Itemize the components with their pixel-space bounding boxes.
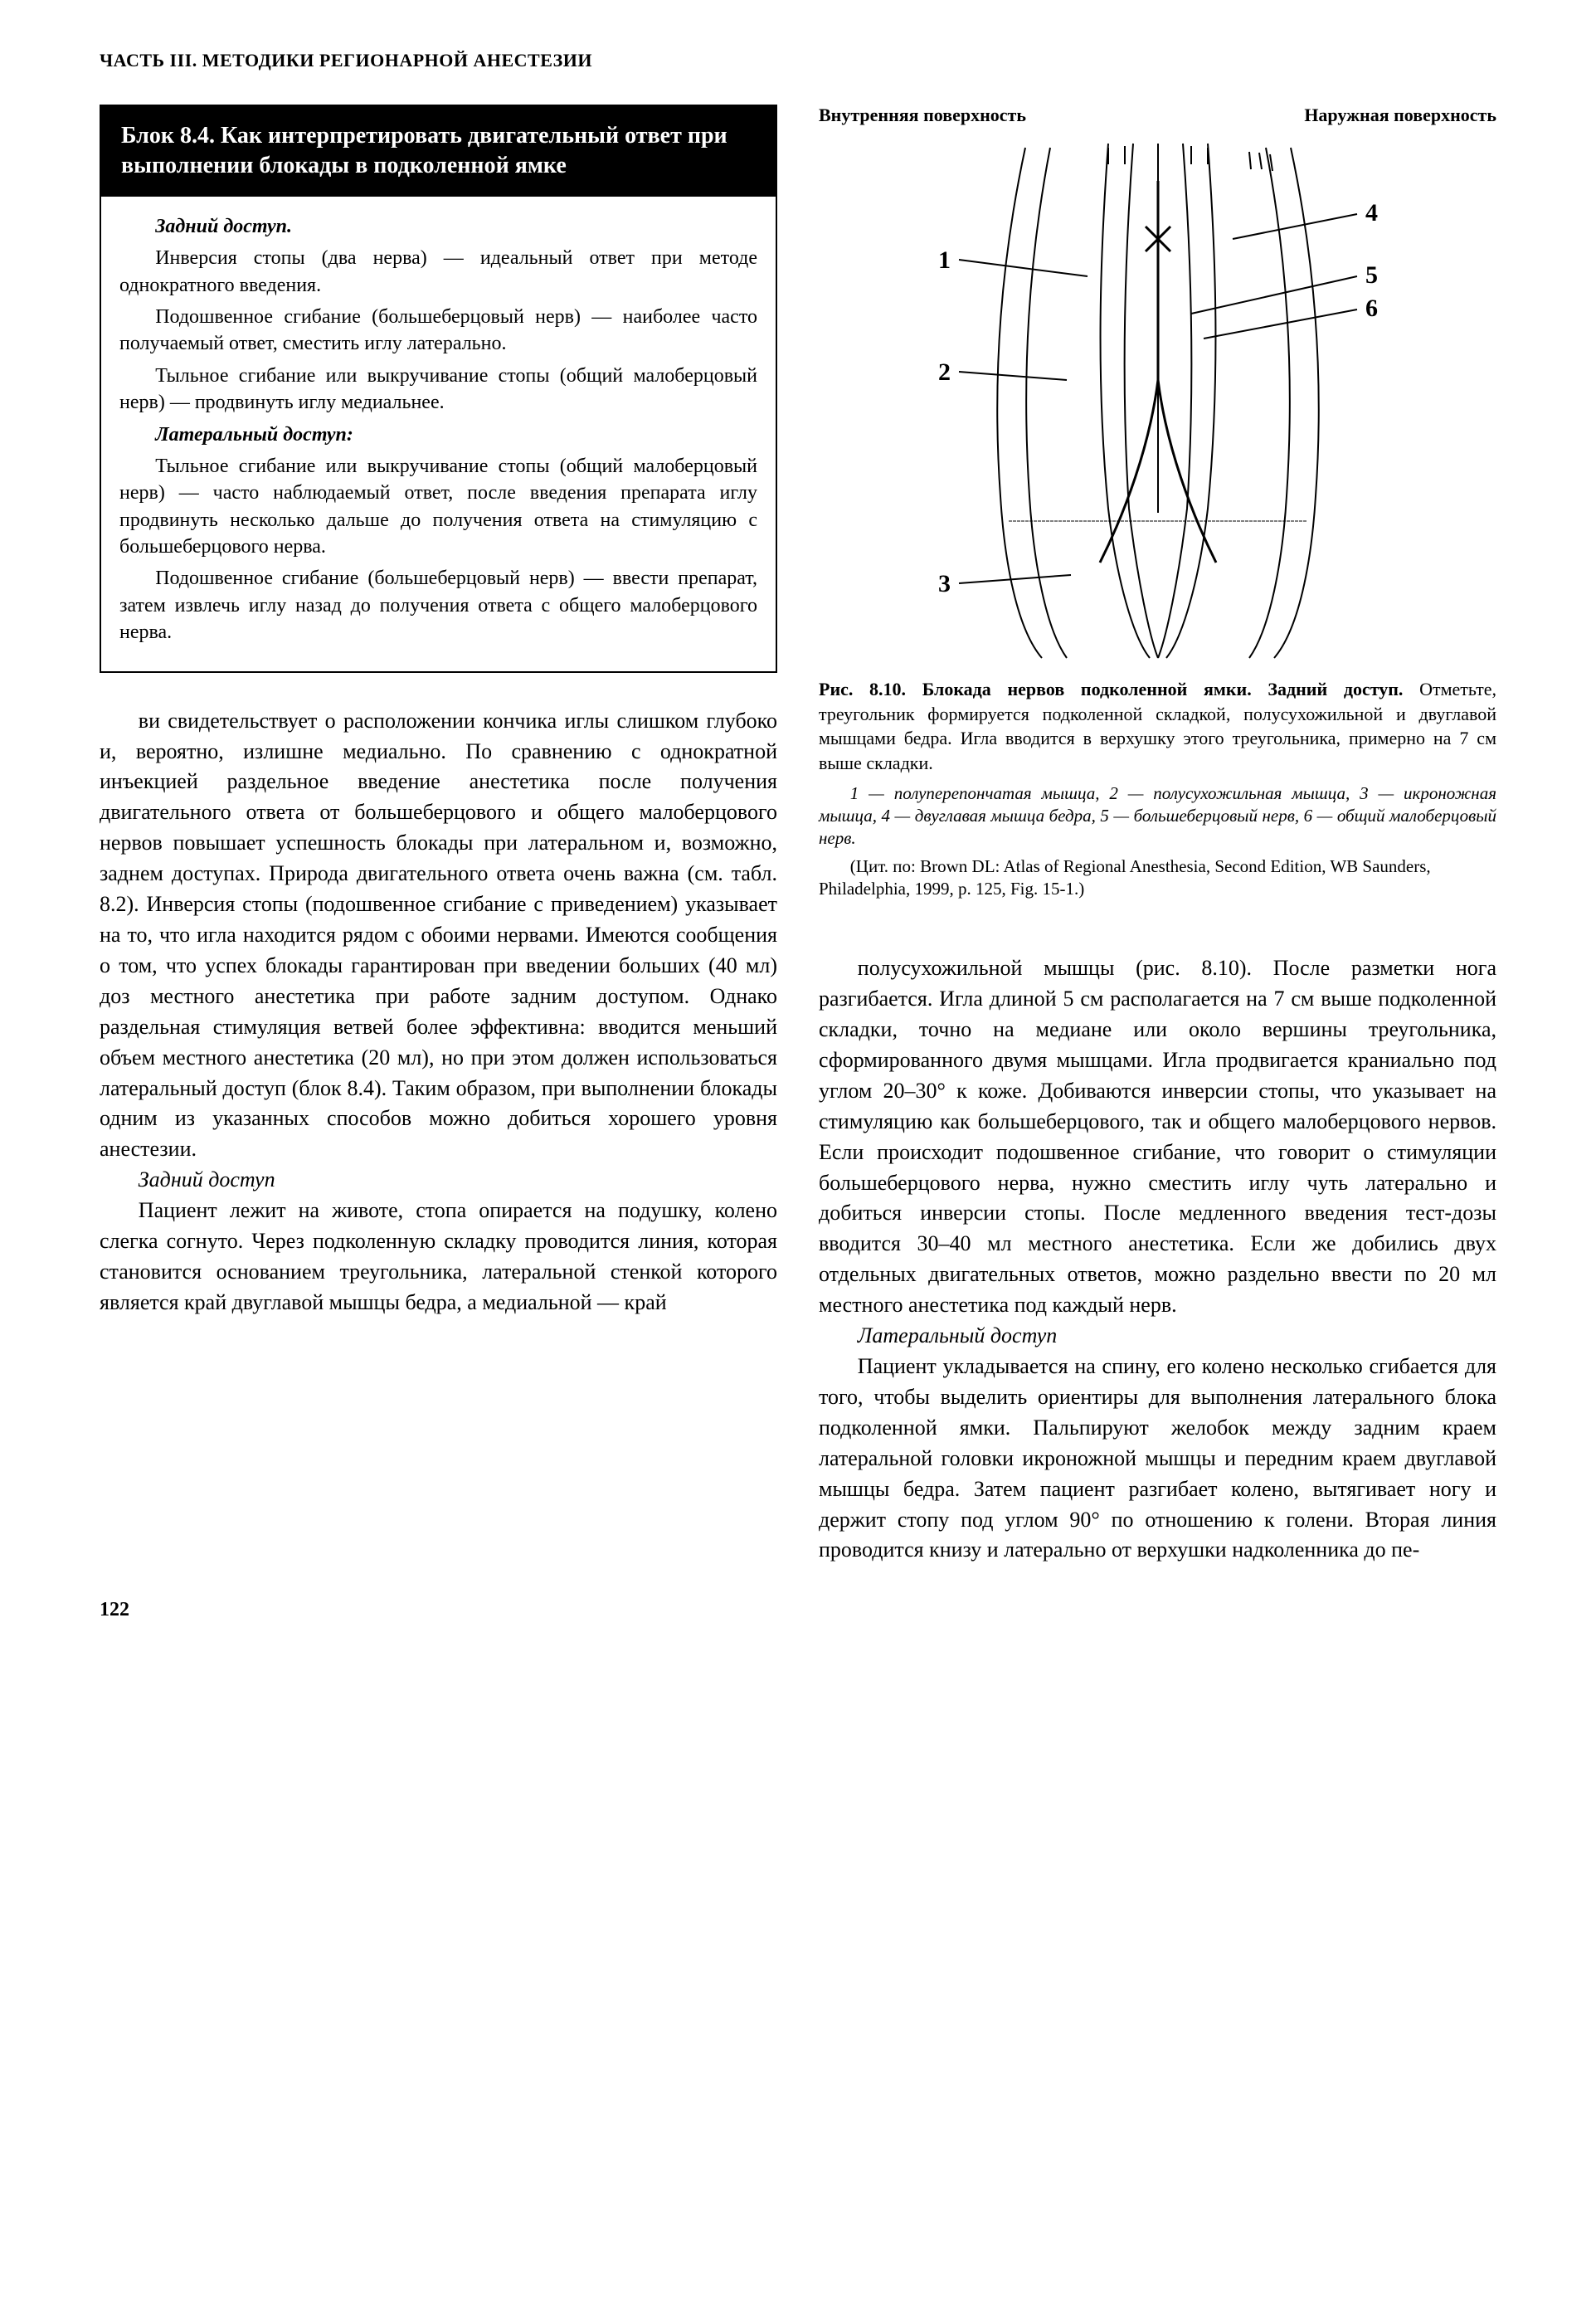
figure-label-left: Внутренняя поверхность: [819, 105, 1026, 126]
body-subhead: Латеральный доступ: [819, 1321, 1496, 1352]
body-paragraph: полусухожильной мышцы (рис. 8.10). После…: [819, 953, 1496, 1321]
fig-num-6: 6: [1365, 295, 1378, 322]
body-paragraph: ви свидетельствует о расположении кончик…: [100, 706, 777, 1166]
columns: Блок 8.4. Как интерпретировать двигатель…: [100, 105, 1496, 1566]
block-body: Задний доступ. Инверсия стопы (два нерва…: [101, 197, 776, 671]
body-subhead: Задний доступ: [100, 1165, 777, 1196]
figure-top-labels: Внутренняя поверхность Наружная поверхно…: [819, 105, 1496, 126]
block-header: Блок 8.4. Как интерпретировать двигатель…: [101, 106, 776, 197]
figure-citation: (Цит. по: Brown DL: Atlas of Regional An…: [819, 855, 1496, 901]
block-subhead-1: Задний доступ.: [119, 213, 757, 240]
fig-num-3: 3: [938, 570, 951, 597]
page: ЧАСТЬ III. МЕТОДИКИ РЕГИОНАРНОЙ АНЕСТЕЗИ…: [100, 50, 1496, 1621]
right-body-text: полусухожильной мышцы (рис. 8.10). После…: [819, 953, 1496, 1566]
left-column: Блок 8.4. Как интерпретировать двигатель…: [100, 105, 777, 1566]
block-p: Инверсия стопы (два нерва) — идеальный о…: [119, 245, 757, 299]
figure-caption: Рис. 8.10. Блокада нервов подколенной ям…: [819, 677, 1496, 776]
anatomy-svg: 1 2 3 4 5 6: [859, 131, 1457, 662]
page-number: 122: [100, 1599, 1496, 1621]
body-paragraph: Пациент укладывается на спину, его колен…: [819, 1352, 1496, 1566]
figure-illustration: 1 2 3 4 5 6: [819, 131, 1496, 662]
block-box-8-4: Блок 8.4. Как интерпретировать двигатель…: [100, 105, 777, 673]
fig-num-1: 1: [938, 246, 951, 274]
figure-8-10: Внутренняя поверхность Наружная поверхно…: [819, 105, 1496, 900]
block-p: Подошвенное сгибание (большеберцовый нер…: [119, 304, 757, 358]
running-header: ЧАСТЬ III. МЕТОДИКИ РЕГИОНАРНОЙ АНЕСТЕЗИ…: [100, 50, 1496, 71]
fig-num-4: 4: [1365, 199, 1378, 227]
body-paragraph: Пациент лежит на животе, стопа опирается…: [100, 1196, 777, 1318]
figure-label-right: Наружная поверхность: [1304, 105, 1496, 126]
block-p: Подошвенное сгибание (большеберцовый нер…: [119, 565, 757, 646]
block-subhead-2: Латеральный доступ:: [119, 422, 757, 448]
fig-num-5: 5: [1365, 261, 1378, 289]
fig-num-2: 2: [938, 358, 951, 386]
figure-legend: 1 — полуперепончатая мышца, 2 — полусухо…: [819, 782, 1496, 850]
figure-caption-title: Рис. 8.10. Блокада нервов подколенной ям…: [819, 679, 1403, 699]
block-p: Тыльное сгибание или выкручивание стопы …: [119, 363, 757, 417]
left-body-text: ви свидетельствует о расположении кончик…: [100, 706, 777, 1318]
block-p: Тыльное сгибание или выкручивание стопы …: [119, 453, 757, 561]
right-column: Внутренняя поверхность Наружная поверхно…: [819, 105, 1496, 1566]
